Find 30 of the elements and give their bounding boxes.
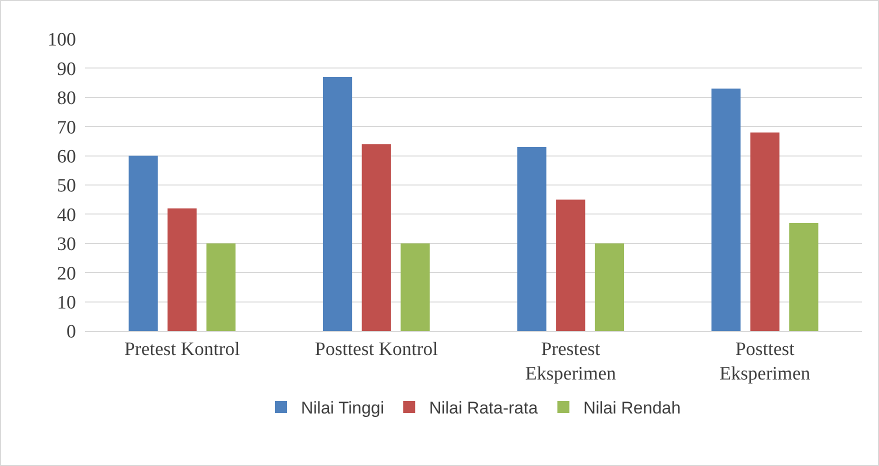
bar (362, 144, 391, 331)
legend-label: Nilai Rata-rata (429, 398, 538, 418)
bar (517, 147, 546, 331)
bar (556, 200, 586, 331)
bar (789, 222, 818, 331)
y-tick-label: 90 (57, 58, 76, 80)
y-tick-label: 10 (57, 292, 76, 314)
bar (322, 76, 352, 331)
y-tick-label: 100 (48, 30, 76, 51)
bar (750, 132, 780, 331)
bar (594, 243, 624, 331)
y-tick-label: 30 (57, 234, 76, 256)
y-tick-label: 40 (57, 204, 76, 226)
bar (168, 208, 197, 331)
bar (400, 243, 430, 331)
x-tick-label: Posttest Kontrol (314, 338, 438, 360)
x-tick-label: Posttest Eksperimen (719, 338, 811, 384)
bar (128, 156, 158, 331)
y-tick-label: 50 (57, 176, 76, 197)
y-tick-label: 0 (66, 322, 76, 343)
x-tick-label: Prestest Eksperimen (525, 338, 616, 384)
bar (206, 243, 236, 331)
legend-label: Nilai Rendah (583, 398, 681, 418)
y-tick-label: 60 (57, 146, 76, 168)
y-tick-label: 80 (57, 88, 76, 110)
y-tick-label: 20 (57, 263, 76, 284)
bar (711, 88, 741, 331)
y-tick-label: 70 (57, 117, 76, 138)
x-tick-label: Pretest Kontrol (124, 338, 240, 360)
legend-label: Nilai Tinggi (301, 398, 384, 418)
